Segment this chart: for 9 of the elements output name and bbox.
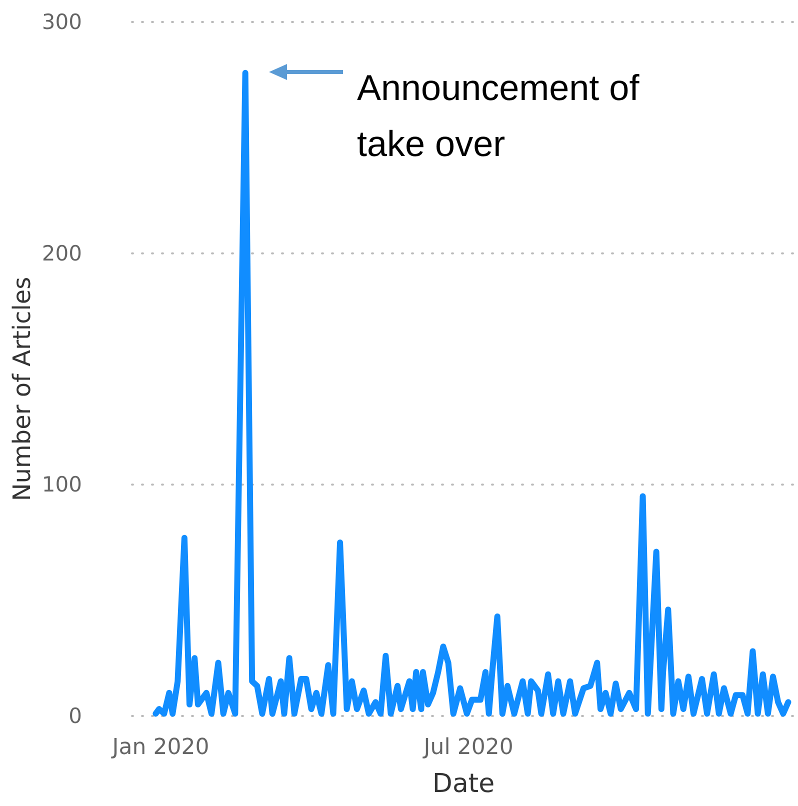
- y-axis-title: Number of Articles: [8, 276, 36, 502]
- y-tick-label: 100: [42, 472, 82, 497]
- annotation: Announcement of take over: [357, 67, 640, 164]
- y-tick-label: 0: [68, 704, 82, 728]
- y-tick-label: 200: [42, 241, 82, 266]
- x-tick-label: Jan 2020: [110, 735, 210, 760]
- x-axis-title: Date: [432, 769, 495, 799]
- x-tick-label: Jul 2020: [422, 735, 514, 760]
- y-tick-label: 300: [42, 10, 82, 34]
